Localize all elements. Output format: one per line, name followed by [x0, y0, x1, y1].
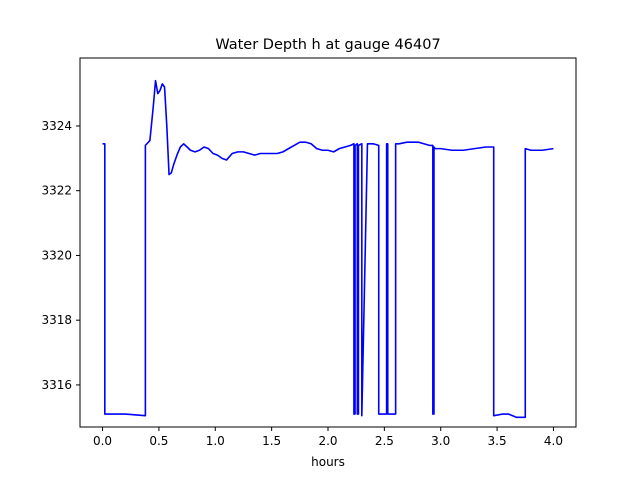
x-tick-label: 0.5 — [149, 434, 168, 448]
y-tick-label: 3316 — [41, 378, 72, 392]
x-tick-label: 1.0 — [206, 434, 225, 448]
y-tick-label: 3322 — [41, 184, 72, 198]
chart-title: Water Depth h at gauge 46407 — [215, 37, 440, 53]
x-axis: 0.0 0.5 1.0 1.5 2.0 2.5 3.0 3.5 4.0 — [93, 427, 563, 448]
series-line — [102, 79, 554, 419]
y-axis: 3316 3318 3320 3322 3324 — [41, 119, 80, 392]
x-tick-label: 2.0 — [318, 434, 337, 448]
series-layer — [102, 79, 554, 419]
x-tick-label: 3.0 — [431, 434, 450, 448]
x-tick-label: 3.5 — [488, 434, 507, 448]
y-tick-label: 3320 — [41, 248, 72, 262]
x-tick-label: 4.0 — [544, 434, 563, 448]
y-tick-label: 3324 — [41, 119, 72, 133]
x-tick-label: 0.0 — [93, 434, 112, 448]
y-tick-label: 3318 — [41, 313, 72, 327]
x-tick-label: 2.5 — [375, 434, 394, 448]
plot-area — [79, 57, 577, 428]
plot-frame — [79, 57, 577, 428]
x-axis-title: hours — [311, 455, 345, 469]
x-tick-label: 1.5 — [262, 434, 281, 448]
